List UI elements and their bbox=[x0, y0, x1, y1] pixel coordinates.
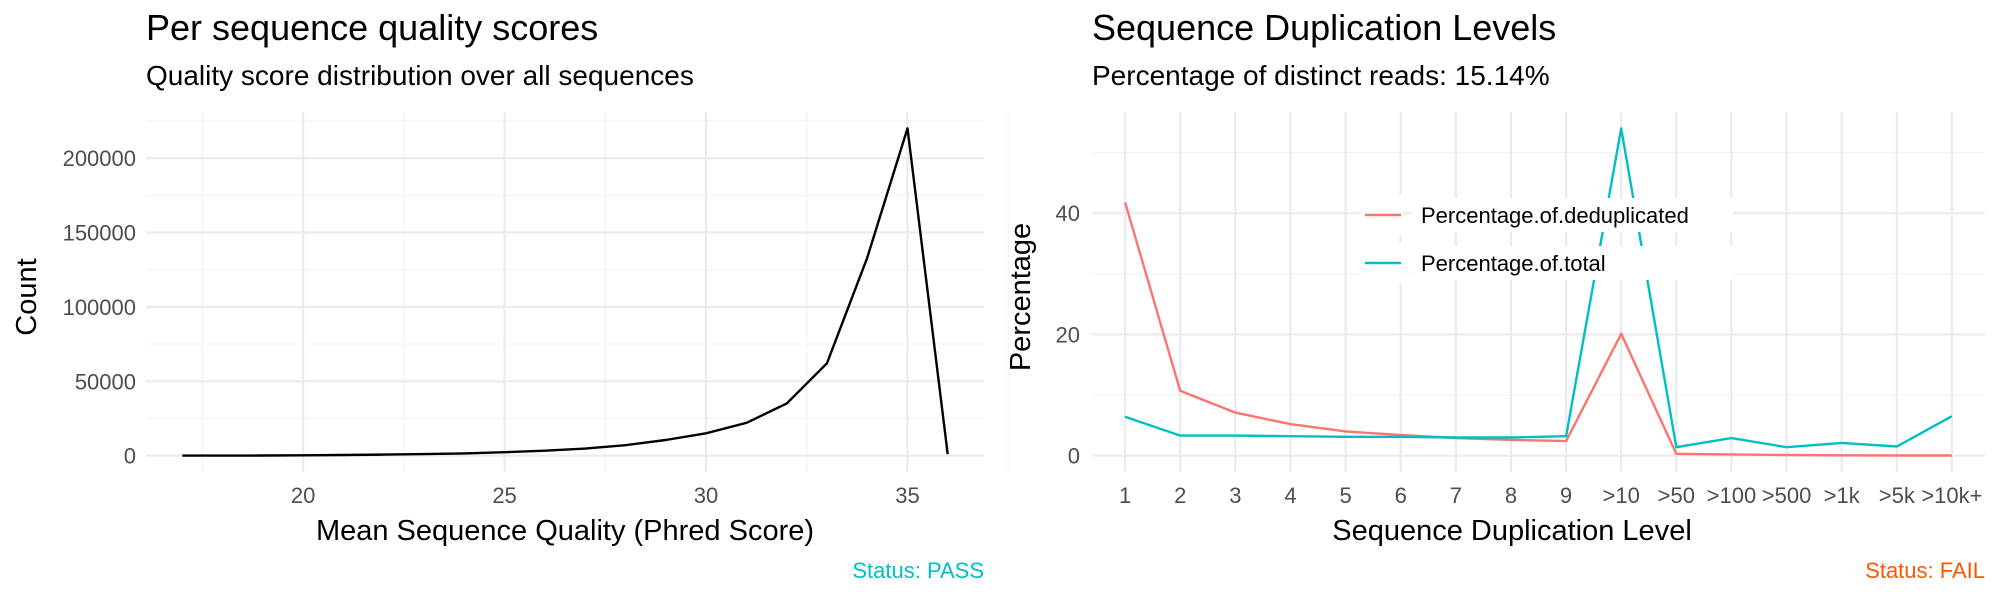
y-tick-label: 50000 bbox=[75, 369, 136, 394]
x-tick-label: 4 bbox=[1284, 483, 1296, 508]
x-tick-label: 35 bbox=[895, 483, 919, 508]
x-tick-label: 6 bbox=[1395, 483, 1407, 508]
legend-label: Percentage.of.total bbox=[1421, 251, 1606, 276]
y-tick-label: 20 bbox=[1056, 322, 1080, 347]
x-tick-label: 7 bbox=[1450, 483, 1462, 508]
x-tick-label: 5 bbox=[1339, 483, 1351, 508]
y-tick-label: 150000 bbox=[63, 220, 136, 245]
series-layer bbox=[1123, 127, 1953, 457]
y-tick-label: 200000 bbox=[63, 146, 136, 171]
x-tick-label: 9 bbox=[1560, 483, 1572, 508]
chart-title: Per sequence quality scores bbox=[146, 7, 598, 48]
chart-subtitle: Percentage of distinct reads: 15.14% bbox=[1092, 60, 1550, 91]
x-tick-labels: 20 25 30 35 bbox=[291, 483, 920, 508]
x-tick-label: 20 bbox=[291, 483, 315, 508]
duplication-levels-chart: Sequence Duplication Levels Percentage o… bbox=[1005, 7, 1985, 583]
x-tick-label: 3 bbox=[1229, 483, 1241, 508]
y-tick-label: 0 bbox=[124, 444, 136, 469]
y-axis-title: Percentage bbox=[1005, 223, 1037, 371]
status-caption: Status: PASS bbox=[852, 558, 984, 583]
legend-label-bg bbox=[1413, 198, 1733, 232]
y-tick-labels: 0 50000 100000 150000 200000 bbox=[63, 146, 136, 469]
quality-scores-chart: Per sequence quality scores Quality scor… bbox=[11, 7, 1009, 583]
x-axis-title: Sequence Duplication Level bbox=[1332, 515, 1692, 547]
gridlines bbox=[1092, 112, 1985, 472]
chart-subtitle: Quality score distribution over all sequ… bbox=[146, 60, 694, 91]
x-tick-label: >1k bbox=[1824, 483, 1861, 508]
x-tick-label: >10 bbox=[1603, 483, 1640, 508]
x-tick-label: >100 bbox=[1707, 483, 1757, 508]
x-tick-label: >5k bbox=[1879, 483, 1916, 508]
x-tick-label: >10k+ bbox=[1921, 483, 1982, 508]
chart-title: Sequence Duplication Levels bbox=[1092, 7, 1556, 48]
legend: Percentage.of.deduplicated Percentage.of.… bbox=[1361, 195, 1733, 283]
x-tick-labels: 1 2 3 4 5 6 7 8 9 >10 >50 >100 >500 >1k >5k >10k+ bbox=[1119, 483, 1983, 508]
y-tick-label: 0 bbox=[1068, 444, 1080, 469]
series-line bbox=[182, 127, 949, 457]
x-tick-label: 2 bbox=[1174, 483, 1186, 508]
x-tick-label: >50 bbox=[1658, 483, 1695, 508]
y-axis-title: Count bbox=[11, 258, 43, 335]
legend-label: Percentage.of.deduplicated bbox=[1421, 203, 1689, 228]
x-axis-title: Mean Sequence Quality (Phred Score) bbox=[316, 515, 814, 547]
x-tick-label: 30 bbox=[694, 483, 718, 508]
x-tick-label: 25 bbox=[492, 483, 516, 508]
gridlines bbox=[146, 112, 1009, 472]
status-caption: Status: FAIL bbox=[1865, 558, 1985, 583]
y-tick-labels: 0 20 40 bbox=[1056, 201, 1080, 468]
x-tick-label: 1 bbox=[1119, 483, 1131, 508]
series-layer bbox=[182, 127, 949, 457]
y-tick-label: 40 bbox=[1056, 201, 1080, 226]
x-tick-label: >500 bbox=[1762, 483, 1812, 508]
series-line bbox=[1124, 127, 1953, 449]
x-tick-label: 8 bbox=[1505, 483, 1517, 508]
series-line bbox=[1123, 201, 1952, 457]
y-tick-label: 100000 bbox=[63, 295, 136, 320]
legend-label-bg bbox=[1413, 246, 1733, 280]
